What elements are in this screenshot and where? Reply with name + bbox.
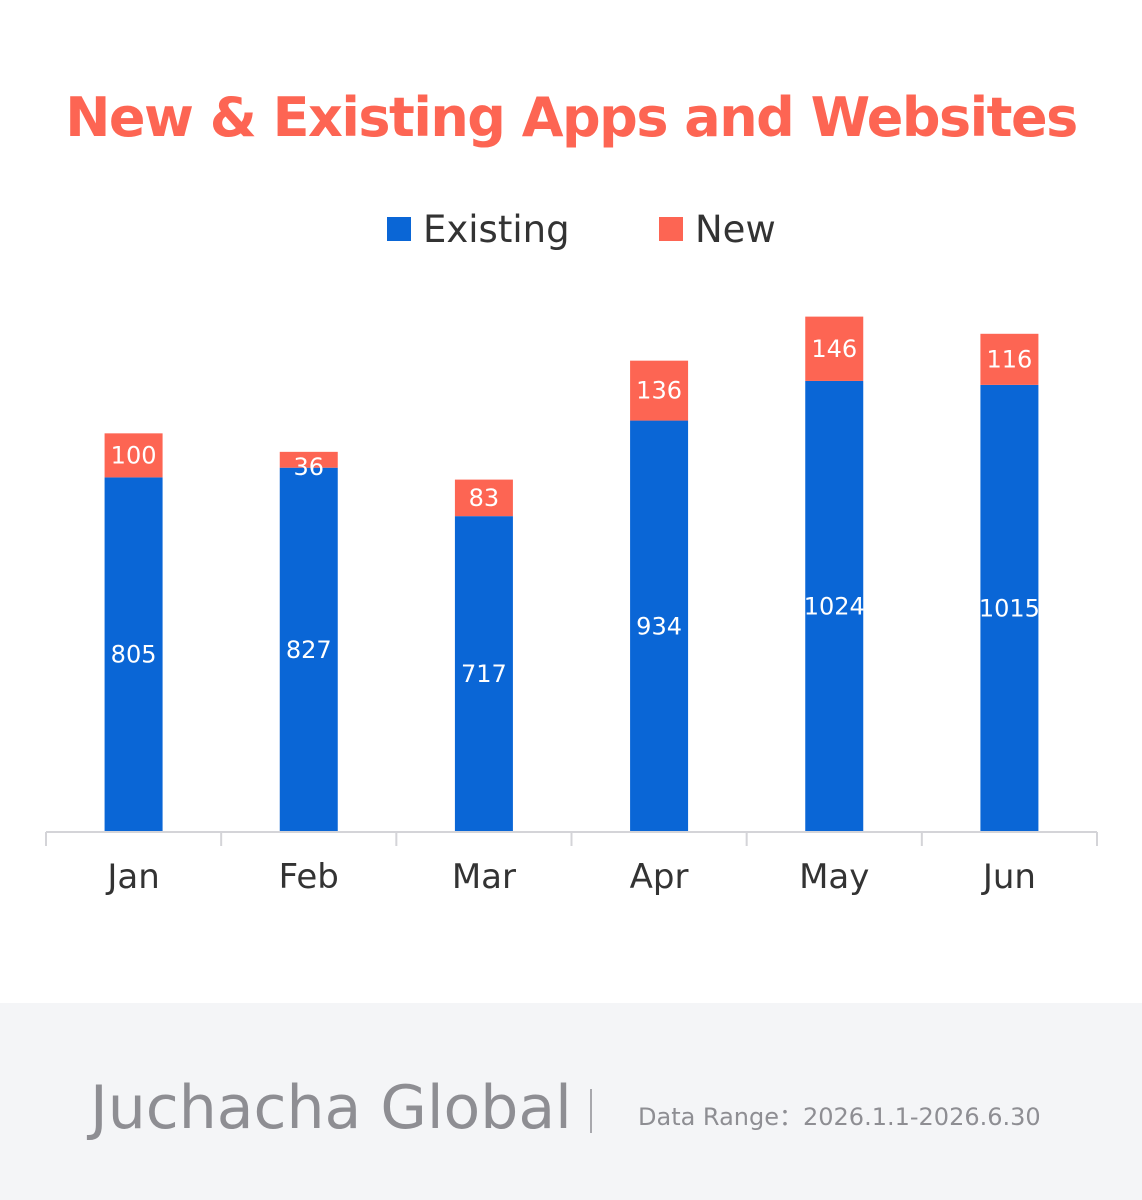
bar-existing-apr: [630, 420, 689, 832]
footer-divider: [590, 1089, 592, 1133]
data-label-existing-jun: 1015: [979, 594, 1040, 622]
data-label-new-jun: 116: [987, 345, 1033, 373]
data-label-existing-apr: 934: [636, 612, 682, 640]
bar-new-jan: [104, 433, 163, 478]
data-label-new-apr: 136: [636, 377, 682, 405]
bar-new-mar: [454, 479, 513, 517]
data-label-new-jan: 100: [111, 441, 157, 469]
legend-swatch-new: [659, 217, 683, 241]
x-tick-label-apr: Apr: [630, 857, 689, 897]
bar-existing-may: [805, 380, 864, 832]
x-tick-label-mar: Mar: [452, 857, 516, 897]
brand-name: Juchacha Global: [90, 1073, 572, 1143]
bar-new-jun: [980, 333, 1039, 385]
plot-area: 805 100 Jan 827 36 Feb 717 83 Mar 934 136 Apr 1024 14…: [45, 316, 1098, 897]
bar-existing-feb: [279, 467, 338, 832]
x-tick-label-jun: Jun: [981, 857, 1036, 897]
bar-existing-mar: [454, 516, 513, 832]
footer: Juchacha Global Data Range：2026.1.1-2026…: [0, 1003, 1142, 1200]
data-label-existing-feb: 827: [286, 636, 332, 664]
data-label-new-may: 146: [811, 335, 857, 363]
legend-item-new: New: [659, 206, 776, 252]
bar-new-may: [805, 316, 864, 381]
legend-label-new: New: [695, 207, 776, 251]
x-tick-label-feb: Feb: [279, 857, 339, 897]
bar-existing-jan: [104, 477, 163, 832]
data-label-new-mar: 83: [469, 484, 500, 512]
chart-area: New & Existing Apps and Websites Existin…: [0, 86, 1142, 897]
legend-swatch-existing: [387, 217, 411, 241]
legend: Existing New: [0, 206, 1142, 252]
chart-title: New & Existing Apps and Websites: [65, 86, 1078, 149]
bar-new-apr: [630, 360, 689, 421]
x-tick-label-jan: Jan: [105, 857, 159, 897]
x-tick-label-may: May: [799, 857, 869, 897]
data-label-existing-mar: 717: [461, 660, 507, 688]
bar-new-feb: [279, 451, 338, 468]
bar-existing-jun: [980, 384, 1039, 832]
data-label-existing-may: 1024: [804, 592, 865, 620]
data-range: Data Range：2026.1.1-2026.6.30: [638, 1103, 1041, 1131]
data-label-new-feb: 36: [293, 453, 324, 481]
data-label-existing-jan: 805: [111, 641, 157, 669]
legend-label-existing: Existing: [423, 207, 570, 251]
legend-item-existing: Existing: [387, 206, 570, 252]
